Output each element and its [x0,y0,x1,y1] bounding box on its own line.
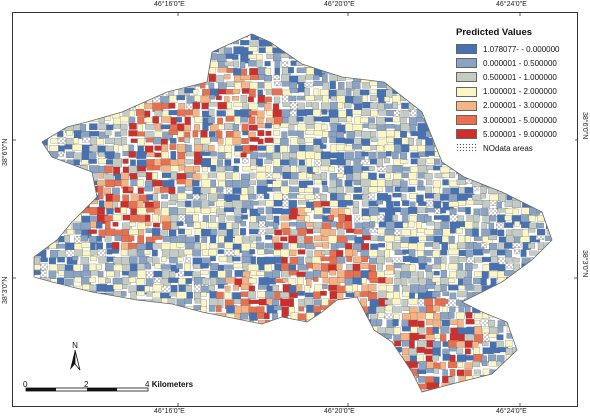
legend-swatch [456,86,477,97]
legend-label: 0.500001 - 1.000000 [483,72,557,82]
legend-swatch [456,100,477,111]
scale-label-4-value: 4 [145,380,150,389]
legend-swatch [456,115,477,126]
right-label-2: 38°3'0"N [581,250,588,278]
legend-label: NOdata areas [483,143,533,153]
legend-swatch [456,72,477,83]
scale-label-2: 2 [84,380,89,389]
bottom-label-3: 46°24'0"E [496,408,527,415]
legend-swatch [456,129,477,140]
top-label-2: 46°20'0"E [324,1,355,8]
legend-label: 1.078077- - 0.000000 [483,44,560,54]
left-label-2: 38°3'0"N [2,276,9,304]
legend-label: 3.000001 - 5.000000 [483,115,557,125]
legend-item: 1.078077- - 0.000000 [453,42,575,56]
scale-bar [25,387,149,392]
legend-item: 3.000001 - 5.000000 [453,113,575,127]
legend-label: 1.000001 - 2.000000 [483,87,557,97]
legend-swatch [456,58,477,69]
legend-item: 0.000001 - 0.500000 [453,56,575,70]
scale-unit: Kilometers [151,380,194,389]
top-label-1: 46°16'0"E [154,1,185,8]
legend-item: 2.000001 - 3.000000 [453,99,575,113]
legend: Predicted Values 1.078077- - 0.000000 0.0… [453,27,575,156]
legend-item: 1.000001 - 2.000000 [453,85,575,99]
scale-label-4: 4 Kilometers [145,380,193,389]
legend-label: 2.000001 - 3.000000 [483,101,557,111]
top-label-3: 46°24'0"E [496,1,527,8]
bottom-label-1: 46°16'0"E [154,408,185,415]
right-label-1: 38°6'0"N [581,112,588,140]
legend-label: 5.000001 - 9.000000 [483,129,557,139]
north-arrow-letter: N [72,341,78,350]
left-label-1: 38°6'0"N [2,138,9,166]
legend-item: NOdata areas [453,141,575,155]
scale-label-0: 0 [23,380,28,389]
legend-item: 0.500001 - 1.000000 [453,70,575,84]
legend-item: 5.000001 - 9.000000 [453,127,575,141]
bottom-label-2: 46°20'0"E [324,408,355,415]
north-arrow: N [70,341,81,371]
legend-label: 0.000001 - 0.500000 [483,58,557,68]
legend-title: Predicted Values [456,27,533,38]
legend-swatch [456,44,477,55]
legend-swatch [456,143,477,154]
